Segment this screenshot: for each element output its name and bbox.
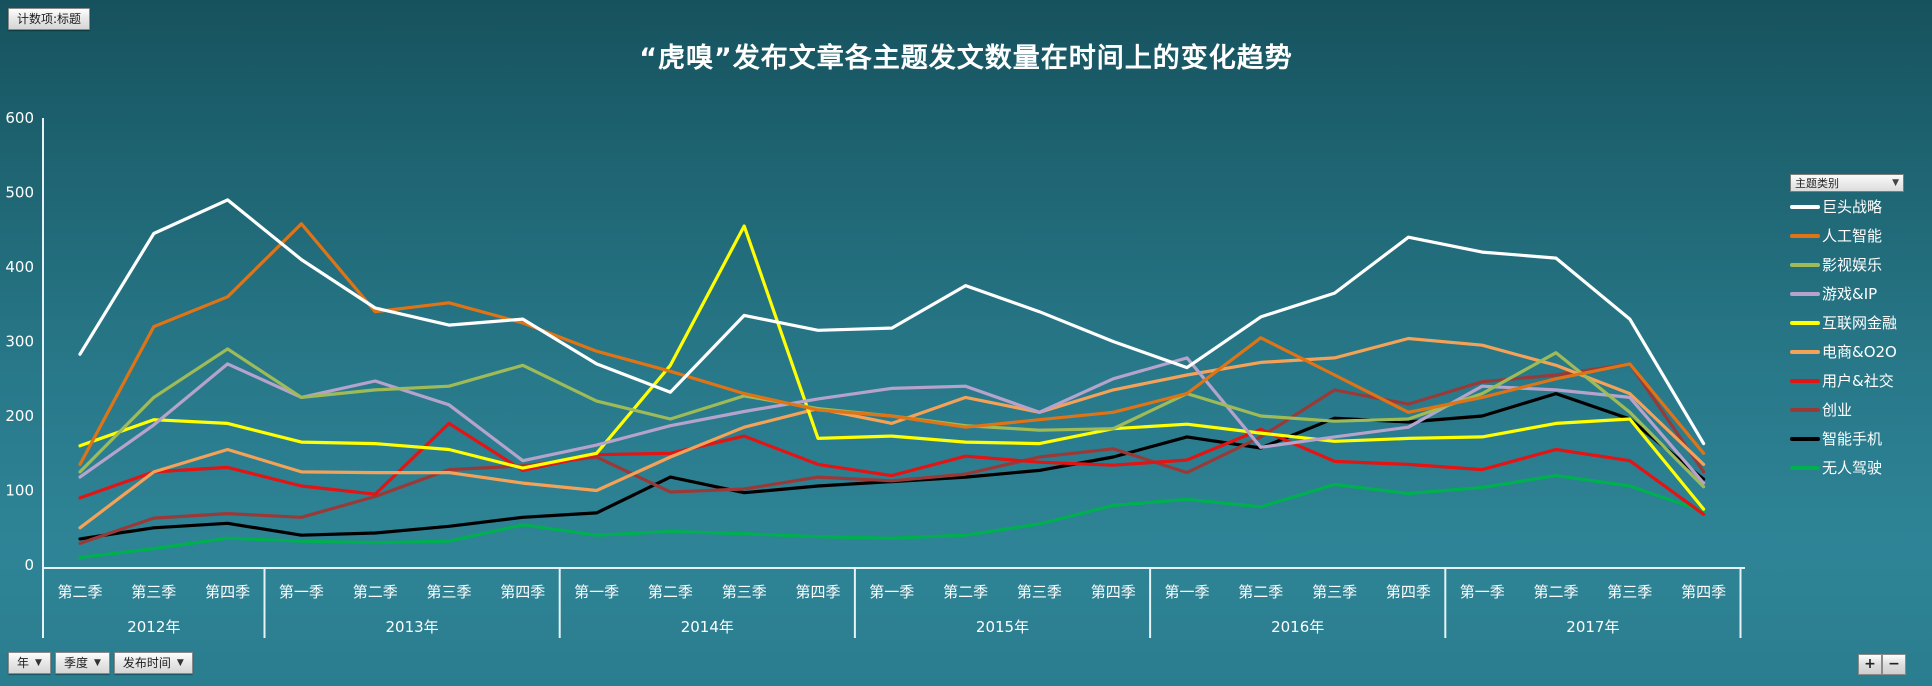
series-line-互联网金融 (78, 224, 1706, 511)
y-tick-label: 400 (5, 258, 34, 276)
pivot-field-button[interactable]: 计数项:标题 (8, 8, 91, 30)
quarter-label: 第二季 (353, 583, 398, 601)
quarter-label: 第四季 (1681, 583, 1726, 601)
legend-label: 创业 (1822, 401, 1853, 419)
quarter-label: 第四季 (205, 583, 250, 601)
year-label: 2014年 (681, 618, 734, 636)
year-field-label: 年 (17, 656, 30, 670)
legend-swatch (1790, 233, 1820, 238)
legend-item-游戏&IP: 游戏&IP (1790, 279, 1926, 308)
quarter-label: 第三季 (722, 583, 767, 601)
legend-swatch (1790, 204, 1820, 209)
page-title: “虎嗅”发布文章各主题发文数量在时间上的变化趋势 (639, 43, 1293, 74)
quarter-label: 第三季 (1017, 583, 1062, 601)
legend: 主题类别 ▼ 巨头战略人工智能影视娱乐游戏&IP 互联网金融电商&O2O 用户&社交… (1790, 174, 1926, 482)
series-line-无人驾驶 (78, 474, 1706, 560)
quarter-label: 第三季 (1607, 583, 1652, 601)
quarter-label: 第四季 (1091, 583, 1136, 601)
y-tick-label: 200 (5, 407, 34, 425)
zoom-controls: + − (1858, 654, 1906, 675)
year-field-button[interactable]: 年 ▼ (8, 652, 51, 674)
quarter-field-button[interactable]: 季度 ▼ (54, 652, 110, 674)
y-tick-label: 300 (5, 333, 34, 351)
legend-label: 互联网金融 (1822, 314, 1898, 332)
legend-label: 人工智能 (1822, 227, 1883, 245)
year-label: 2012年 (127, 618, 180, 636)
legend-label: 游戏&IP (1822, 285, 1878, 303)
legend-swatch (1790, 407, 1820, 412)
legend-item-人工智能: 人工智能 (1790, 221, 1926, 250)
year-label: 2016年 (1271, 618, 1324, 636)
legend-item-无人驾驶: 无人驾驶 (1790, 453, 1926, 482)
legend-item-巨头战略: 巨头战略 (1790, 192, 1926, 221)
series-line-创业 (78, 362, 1706, 546)
y-tick-label: 100 (5, 482, 34, 500)
quarter-label: 第二季 (943, 583, 988, 601)
legend-item-影视娱乐: 影视娱乐 (1790, 250, 1926, 279)
legend-swatch (1790, 320, 1820, 325)
y-tick-label: 600 (5, 109, 34, 127)
legend-label: 电商&O2O (1822, 343, 1897, 361)
legend-swatch (1790, 465, 1820, 470)
legend-items: 巨头战略人工智能影视娱乐游戏&IP 互联网金融电商&O2O 用户&社交创业智能手机无… (1790, 192, 1926, 482)
quarter-label: 第一季 (574, 583, 619, 601)
quarter-label: 第二季 (57, 583, 102, 601)
series-line-用户&社交 (78, 421, 1706, 516)
quarter-label: 第三季 (1312, 583, 1357, 601)
legend-item-电商&O2O: 电商&O2O (1790, 337, 1926, 366)
legend-swatch (1790, 378, 1820, 383)
quarter-field-label: 季度 (63, 656, 88, 670)
quarter-label: 第四季 (795, 583, 840, 601)
legend-label: 巨头战略 (1822, 198, 1883, 216)
quarter-label: 第一季 (1164, 583, 1209, 601)
legend-field-dropdown[interactable]: 主题类别 ▼ (1790, 174, 1904, 192)
legend-label: 用户&社交 (1822, 372, 1894, 390)
legend-dropdown-label: 主题类别 (1795, 177, 1839, 190)
zoom-in-button[interactable]: + (1858, 654, 1882, 675)
legend-item-创业: 创业 (1790, 395, 1926, 424)
quarter-label: 第二季 (1533, 583, 1578, 601)
series-line-人工智能 (78, 222, 1706, 466)
chevron-down-icon: ▼ (1892, 178, 1899, 188)
quarter-label: 第一季 (1460, 583, 1505, 601)
legend-item-用户&社交: 用户&社交 (1790, 366, 1926, 395)
quarter-label: 第三季 (426, 583, 471, 601)
series-line-游戏&IP (78, 356, 1706, 485)
quarter-label: 第三季 (131, 583, 176, 601)
zoom-out-button[interactable]: − (1882, 654, 1906, 675)
legend-swatch (1790, 262, 1820, 267)
quarter-label: 第四季 (1386, 583, 1431, 601)
axis-field-buttons: 年 ▼ 季度 ▼ 发布时间 ▼ (8, 652, 193, 674)
legend-label: 无人驾驶 (1822, 459, 1883, 477)
series-line-巨头战略 (78, 198, 1706, 446)
legend-swatch (1790, 291, 1820, 296)
series-line-电商&O2O (78, 336, 1706, 530)
chevron-down-icon: ▼ (93, 657, 101, 668)
legend-item-智能手机: 智能手机 (1790, 424, 1926, 453)
y-tick-label: 0 (24, 556, 34, 574)
year-label: 2013年 (386, 618, 439, 636)
quarter-label: 第二季 (1238, 583, 1283, 601)
pivot-field-label: 计数项:标题 (17, 12, 82, 26)
publish-time-field-button[interactable]: 发布时间 ▼ (113, 652, 193, 674)
legend-swatch (1790, 349, 1820, 354)
legend-item-互联网金融: 互联网金融 (1790, 308, 1926, 337)
year-label: 2015年 (976, 618, 1029, 636)
quarter-label: 第二季 (648, 583, 693, 601)
year-label: 2017年 (1566, 618, 1619, 636)
chevron-down-icon: ▼ (176, 657, 184, 668)
chevron-down-icon: ▼ (35, 657, 42, 668)
legend-label: 影视娱乐 (1822, 256, 1883, 274)
quarter-label: 第一季 (279, 583, 324, 601)
publish-time-field-label: 发布时间 (122, 656, 171, 670)
legend-swatch (1790, 436, 1820, 441)
quarter-label: 第四季 (500, 583, 545, 601)
legend-label: 智能手机 (1822, 430, 1883, 448)
quarter-label: 第一季 (869, 583, 914, 601)
y-tick-label: 500 (5, 184, 34, 202)
